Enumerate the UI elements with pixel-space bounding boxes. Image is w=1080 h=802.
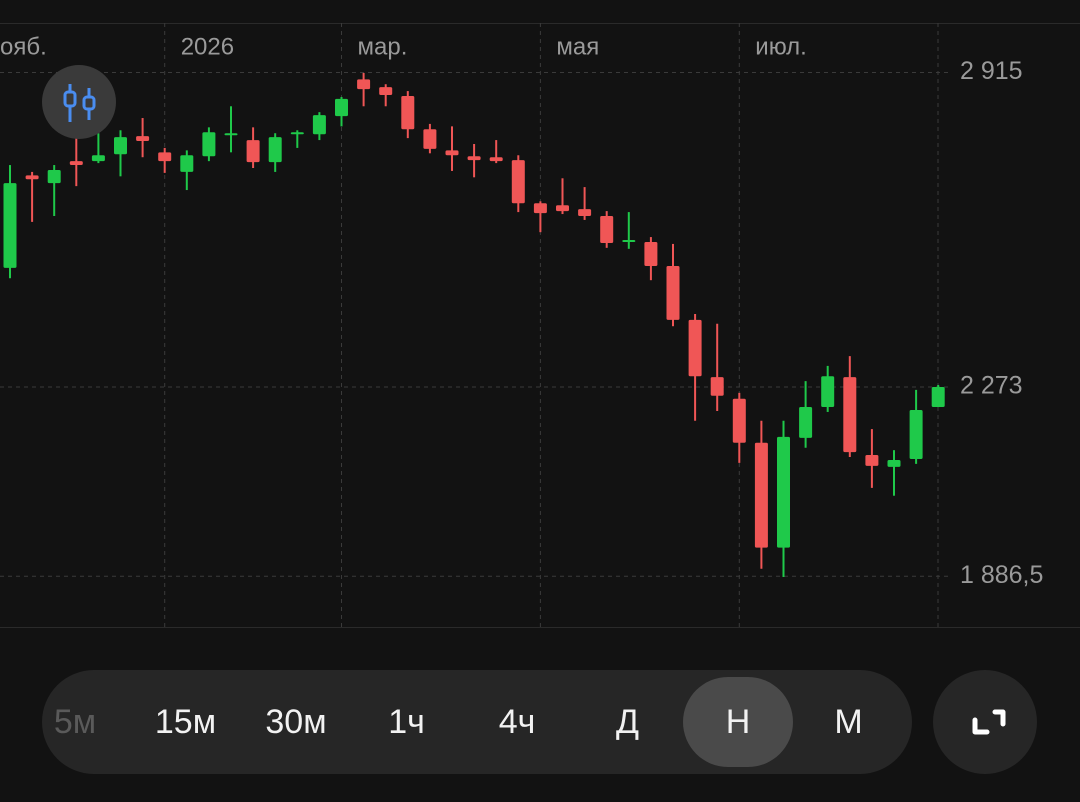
candle-body bbox=[401, 95, 415, 130]
candle-body bbox=[290, 132, 304, 135]
candle-body bbox=[91, 155, 105, 162]
candle-body bbox=[246, 140, 260, 163]
candle-body bbox=[357, 79, 371, 90]
candle-body bbox=[69, 161, 83, 166]
interval-button[interactable]: 30м bbox=[265, 702, 327, 741]
candle-body bbox=[180, 155, 194, 172]
chart: 2 915 2 273 1 886,5 ояб. 2026 мар. мая июл. bbox=[0, 23, 1080, 628]
candle-body bbox=[622, 240, 636, 243]
candle-body bbox=[931, 386, 945, 408]
candle-body bbox=[600, 216, 614, 243]
candle-body bbox=[865, 455, 879, 466]
candle-body bbox=[644, 241, 658, 266]
interval-button[interactable]: 15м bbox=[154, 702, 217, 741]
fullscreen-button[interactable] bbox=[933, 670, 1037, 774]
candle-body bbox=[666, 265, 680, 320]
candle-body bbox=[821, 376, 835, 408]
candle-body bbox=[3, 183, 17, 268]
fullscreen-icon bbox=[972, 709, 1006, 735]
candle-body bbox=[202, 132, 216, 157]
indicator-button[interactable] bbox=[42, 65, 116, 139]
y-tick-label: 2 273 bbox=[960, 372, 1023, 400]
candle-body bbox=[732, 398, 746, 443]
y-tick-label: 1 886,5 bbox=[960, 561, 1043, 589]
candle-body bbox=[578, 209, 592, 217]
interval-button[interactable]: Д bbox=[615, 702, 640, 741]
y-tick-label: 2 915 bbox=[960, 57, 1023, 85]
candle-body bbox=[423, 129, 437, 149]
candle-body bbox=[688, 319, 702, 377]
interval-button[interactable]: 5м bbox=[53, 702, 97, 741]
candle-body bbox=[511, 160, 525, 204]
candle-body bbox=[533, 203, 547, 214]
interval-button[interactable]: 4ч bbox=[498, 702, 536, 741]
candle-body bbox=[710, 377, 724, 396]
interval-button[interactable]: М bbox=[834, 702, 863, 741]
candle-body bbox=[136, 136, 150, 142]
candle-body bbox=[268, 137, 282, 163]
candle-body bbox=[754, 442, 768, 548]
candle-body bbox=[556, 205, 569, 212]
candle-body bbox=[777, 436, 790, 548]
interval-bar: 5м 15м 30м 1ч 4ч Д Н М bbox=[42, 670, 912, 774]
candle-body bbox=[909, 409, 923, 459]
candle-body bbox=[335, 98, 348, 117]
candle-body bbox=[799, 407, 813, 438]
candle-body bbox=[312, 115, 326, 135]
candle-body bbox=[445, 150, 459, 156]
x-tick-label: 2026 bbox=[181, 33, 234, 60]
candle-body bbox=[467, 156, 481, 161]
interval-button[interactable]: 1ч bbox=[388, 702, 425, 741]
interval-button[interactable]: Н bbox=[683, 677, 793, 767]
candle-body bbox=[114, 137, 127, 155]
candle-body bbox=[47, 169, 61, 184]
candle-body bbox=[158, 152, 172, 162]
x-tick-label: ояб. bbox=[0, 33, 47, 60]
x-tick-label: мая bbox=[556, 33, 599, 60]
x-tick-label: мар. bbox=[358, 33, 408, 60]
candle-body bbox=[887, 459, 901, 467]
candle-body bbox=[224, 133, 238, 136]
candle-body bbox=[843, 377, 857, 453]
candle-body bbox=[25, 175, 39, 180]
candle-body bbox=[489, 157, 503, 162]
x-tick-label: июл. bbox=[755, 33, 807, 60]
candle-body bbox=[379, 87, 393, 96]
